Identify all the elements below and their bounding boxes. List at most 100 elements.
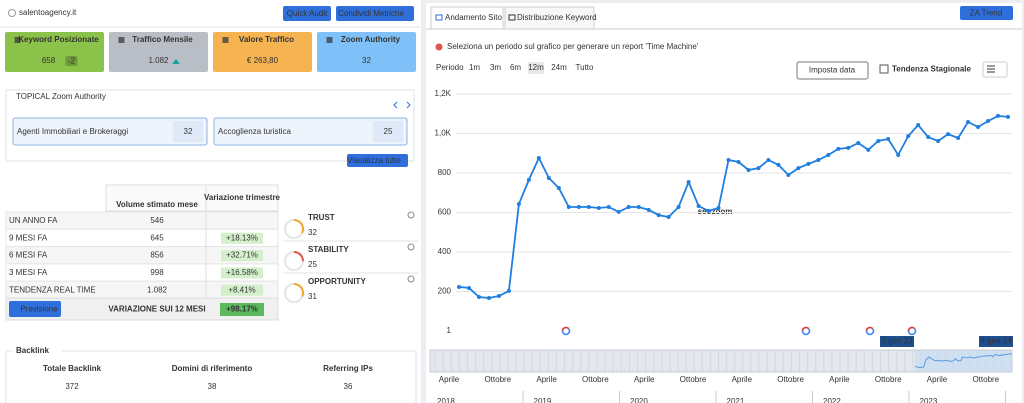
checkbox[interactable] — [879, 64, 889, 74]
data-point — [786, 172, 791, 177]
arrow-next[interactable] — [406, 101, 411, 109]
watermark: seozoom — [698, 207, 733, 216]
data-point — [586, 204, 591, 209]
backlink-value: 36 — [344, 382, 353, 391]
period-button[interactable] — [576, 62, 593, 74]
topical-box — [5, 89, 415, 162]
arrow-prev[interactable] — [393, 101, 398, 109]
data-point — [536, 155, 541, 160]
change-badge — [221, 232, 263, 244]
score-value: 31 — [308, 292, 317, 301]
row-label: TENDENZA REAL TIME — [9, 285, 96, 294]
data-point — [896, 153, 901, 158]
navigator-bg — [430, 350, 1012, 372]
data-point — [457, 284, 461, 289]
data-point — [746, 168, 751, 173]
navigator-label: Aprile — [927, 375, 948, 384]
table-header: Volume stimato mese — [116, 200, 198, 209]
data-point — [876, 139, 881, 144]
period-text: 12m — [528, 63, 544, 72]
date-button[interactable] — [796, 61, 869, 80]
topical-button[interactable] — [347, 154, 408, 167]
za-button[interactable] — [960, 6, 1013, 20]
topical-value: 25 — [384, 127, 393, 136]
y-tick-label: 600 — [438, 208, 452, 217]
header-button[interactable] — [283, 6, 331, 21]
year-label: 2018 — [437, 397, 455, 403]
row-volume: 546 — [150, 216, 164, 225]
header-button-label: Quick Audit — [287, 9, 328, 18]
google-flag-part — [561, 326, 570, 332]
navigator-series — [915, 353, 1012, 369]
tab-label: Andamento Sito — [445, 13, 502, 22]
topical-item — [12, 117, 208, 146]
row-change: +18.13% — [226, 233, 258, 242]
forecast-button[interactable] — [9, 301, 61, 317]
backlink-title: Backlink — [16, 346, 49, 355]
kpi-icon — [118, 37, 125, 43]
navigator-frame — [429, 349, 1013, 373]
tab-icon — [508, 14, 516, 21]
data-point — [886, 137, 891, 142]
y-tick-label: 1,0K — [435, 129, 452, 138]
navigator-label: Aprile — [536, 375, 557, 384]
data-point — [666, 215, 671, 220]
tab-label: Distribuzione Keyword — [517, 13, 597, 22]
score-label: STABILITY — [308, 245, 349, 254]
period-button[interactable] — [528, 62, 544, 74]
data-point — [466, 285, 471, 290]
gauge-arc — [284, 283, 304, 303]
kpi-label: Valore Traffico — [239, 35, 294, 44]
year-label: 2023 — [920, 397, 938, 403]
navigator-label: Aprile — [732, 375, 753, 384]
range-label: 3 gen 23 — [881, 337, 913, 346]
data-point — [996, 113, 1001, 118]
period-button[interactable] — [551, 62, 567, 74]
period-button[interactable] — [509, 62, 522, 74]
data-point — [846, 145, 851, 150]
backlink-label: Referring IPs — [323, 364, 373, 373]
data-point — [616, 209, 621, 214]
logo-icon — [8, 9, 16, 17]
data-point — [836, 146, 841, 151]
kpi-label: Keyword Posizionate — [18, 35, 99, 44]
navigator-label: Ottobre — [582, 375, 609, 384]
topical-label: Agenti Immobiliari e Brokeraggi — [17, 127, 128, 136]
row-change: +8.41% — [228, 285, 255, 294]
kpi-value: 658 — [42, 56, 56, 65]
gauge-arc — [284, 251, 304, 271]
data-point — [946, 132, 951, 137]
site-name: salentoagency.it — [19, 8, 77, 17]
period-button[interactable] — [489, 62, 502, 74]
score-label: TRUST — [308, 213, 335, 222]
data-point — [556, 186, 561, 191]
change-badge — [221, 250, 263, 262]
header-button[interactable] — [336, 6, 414, 21]
backlink-value: 372 — [65, 382, 79, 391]
data-point — [576, 204, 581, 209]
data-point — [696, 203, 701, 208]
alert-icon — [435, 43, 443, 51]
kpi-badge — [65, 56, 78, 66]
period-button[interactable] — [468, 62, 481, 74]
tab-icon — [435, 14, 443, 21]
data-point — [966, 120, 971, 125]
navigator-label: Aprile — [439, 375, 460, 384]
navigator-label: Ottobre — [875, 375, 902, 384]
data-point — [596, 205, 601, 210]
date-button-label: Imposta data — [809, 66, 856, 75]
row-label: 9 MESI FA — [9, 233, 48, 242]
row-volume: 856 — [150, 251, 164, 260]
data-point — [656, 213, 661, 218]
data-point — [906, 134, 911, 139]
period-label: Periodo — [436, 63, 464, 72]
trend-up — [172, 59, 180, 64]
kpi-value: 1.082 — [148, 56, 169, 65]
data-point — [936, 139, 941, 144]
row-volume: 998 — [150, 268, 164, 277]
backlink-label: Totale Backlink — [43, 364, 102, 373]
kpi-card — [317, 32, 416, 72]
data-point — [566, 204, 571, 209]
flags-label: 1 — [447, 326, 452, 335]
data-point — [856, 140, 861, 145]
